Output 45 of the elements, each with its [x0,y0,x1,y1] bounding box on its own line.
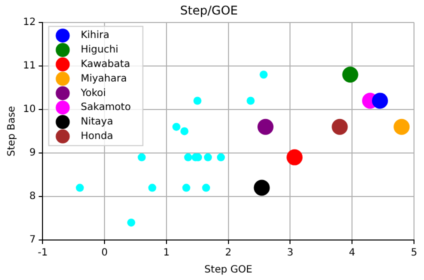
x-tick-label: 1 [163,248,170,259]
point [260,70,268,79]
point [342,66,358,83]
x-axis-title: Step GOE [204,264,252,276]
legend-label: Honda [80,130,114,142]
point [394,118,410,135]
point [202,184,210,192]
legend-label: Kawabata [80,58,130,70]
point [172,122,180,131]
y-tick-label: 12 [22,16,36,28]
point [372,92,388,109]
x-tick-label: 2 [225,248,232,259]
point [216,153,225,162]
y-tick-label: 10 [22,104,36,116]
point [182,184,190,192]
legend-label: Nitaya [80,116,114,128]
y-axis-title: Step Base [6,106,18,156]
x-tick-label: 0 [101,248,108,259]
legend-label: Higuchi [80,44,118,56]
point [127,218,136,227]
x-tick-label: 3 [287,248,294,259]
y-tick-label: 11 [22,60,36,72]
x-tick-label: 4 [348,248,356,259]
point [193,96,202,105]
point [180,127,188,136]
point [332,118,348,135]
legend-label: Yokoi [80,88,106,99]
x-tick-label: -1 [38,248,48,259]
chart-title: Step/GOE [180,3,238,18]
y-tick-label: 8 [29,191,36,202]
point [257,118,274,135]
point [184,153,192,162]
y-tick-label: 7 [29,234,36,246]
legend-label: Kihira [80,30,110,42]
point [138,153,146,162]
x-tick-label: 5 [410,248,418,259]
point [286,149,303,166]
point [148,184,156,192]
legend-label: Sakamoto [80,102,131,114]
point [246,96,255,105]
legend-label: Miyahara [80,73,127,84]
y-tick-label: 9 [29,148,36,159]
point [76,184,84,192]
point [254,180,270,196]
point [204,153,212,162]
